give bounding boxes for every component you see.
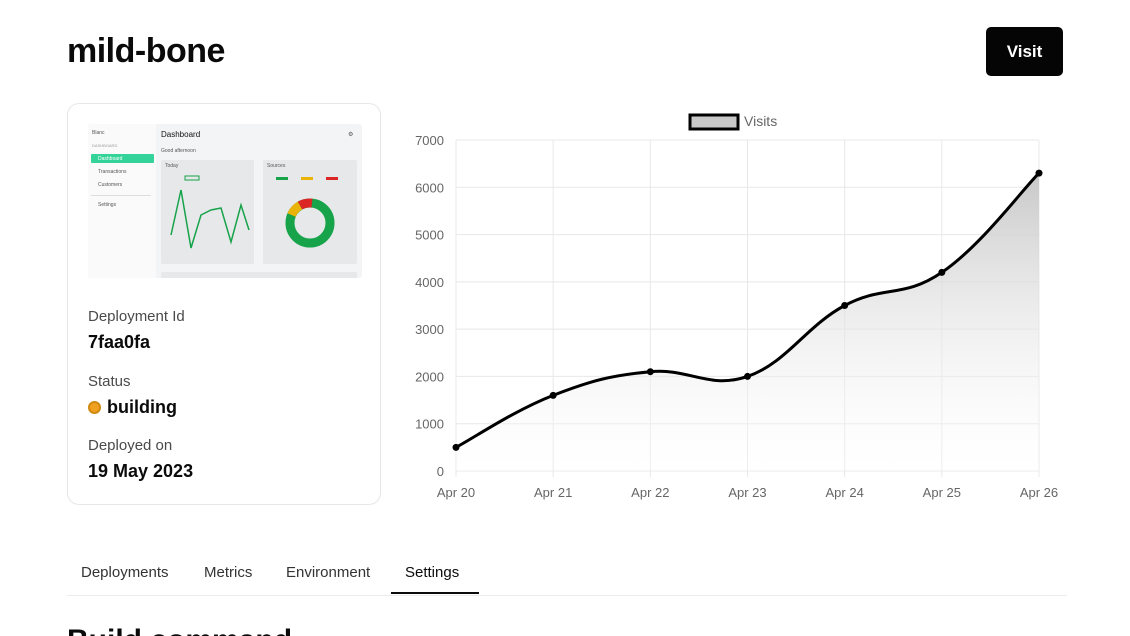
build-command-heading: Build command	[67, 624, 292, 636]
thumb-section: DASHBOARD	[92, 143, 118, 148]
visits-chart-svg: 0 1000 2000 3000 4000 5000 6000 7000 Apr 20 Apr 2…	[415, 113, 1058, 500]
thumb-panel-left-title: Today	[165, 163, 179, 169]
deployed-on-value: 19 May 2023	[88, 461, 194, 481]
y-tick-label: 6000	[415, 180, 444, 195]
project-title: mild-bone	[67, 32, 225, 70]
visits-area-fill	[456, 173, 1039, 471]
x-tick-label: Apr 24	[826, 485, 864, 500]
y-tick-label: 0	[437, 464, 444, 479]
deployment-id-value: 7faa0fa	[88, 332, 151, 352]
status-label: Status	[88, 373, 131, 390]
y-tick-label: 5000	[415, 228, 444, 243]
visits-data-point	[841, 302, 849, 309]
thumb-nav-2: Customers	[98, 182, 123, 188]
thumb-settings-icon: ⚙	[348, 132, 354, 138]
thumb-nav-active	[91, 154, 154, 163]
x-tick-label: Apr 26	[1020, 485, 1058, 500]
thumb-brand: Blanc	[92, 130, 105, 136]
thumb-sidebar: Blanc DASHBOARD Dashboard Transactions C…	[88, 124, 156, 278]
status-value: building	[107, 397, 177, 417]
y-tick-label: 4000	[415, 275, 444, 290]
deployment-preview-thumbnail[interactable]: Blanc DASHBOARD Dashboard Transactions C…	[88, 124, 362, 278]
visits-chart: 0 1000 2000 3000 4000 5000 6000 7000 Apr 20 Apr 2…	[400, 105, 1080, 510]
x-tick-label: Apr 21	[534, 485, 572, 500]
visits-data-point	[1035, 169, 1043, 177]
tab-metrics[interactable]: Metrics	[204, 564, 253, 581]
deployment-id-label: Deployment Id	[88, 308, 185, 325]
visits-data-point	[938, 268, 946, 276]
thumb-donut-chart	[276, 177, 338, 248]
thumb-divider	[91, 195, 151, 196]
visits-data-point	[646, 368, 654, 376]
visits-data-point	[452, 443, 460, 451]
x-tick-label: Apr 20	[437, 485, 475, 500]
project-tabs: Deployments Metrics Environment Settings	[67, 556, 1067, 596]
thumb-nav-3: Settings	[98, 202, 117, 208]
tab-environment[interactable]: Environment	[286, 564, 371, 581]
thumb-panel-bottom	[161, 272, 357, 278]
legend-swatch	[688, 113, 740, 131]
thumb-nav-1: Transactions	[98, 169, 127, 175]
x-tick-label: Apr 22	[631, 485, 669, 500]
thumb-greeting: Good afternoon	[161, 148, 196, 154]
tab-deployments[interactable]: Deployments	[81, 564, 169, 581]
tab-settings[interactable]: Settings	[405, 564, 460, 581]
status-indicator-icon	[88, 401, 101, 414]
thumb-panel-left: Today	[161, 160, 254, 264]
thumb-title: Dashboard	[161, 130, 201, 139]
visits-data-point	[744, 372, 751, 380]
deployment-card: Blanc DASHBOARD Dashboard Transactions C…	[67, 103, 381, 505]
visit-button[interactable]: Visit	[986, 27, 1063, 76]
x-tick-label: Apr 23	[728, 485, 766, 500]
legend-label: Visits	[744, 113, 777, 129]
y-tick-label: 2000	[415, 369, 444, 384]
visits-data-point	[549, 391, 557, 399]
status-value-row: building	[88, 397, 177, 418]
y-tick-label: 3000	[415, 322, 444, 337]
thumb-panel-right-title: Sources	[267, 163, 286, 169]
active-tab-indicator	[391, 592, 479, 594]
y-tick-label: 7000	[415, 133, 444, 148]
deployed-on-label: Deployed on	[88, 437, 173, 454]
thumb-nav-0: Dashboard	[98, 156, 123, 162]
x-tick-label: Apr 25	[923, 485, 961, 500]
thumb-panel-right: Sources	[263, 160, 357, 264]
y-tick-label: 1000	[415, 417, 444, 432]
thumb-line-chart	[170, 175, 250, 249]
